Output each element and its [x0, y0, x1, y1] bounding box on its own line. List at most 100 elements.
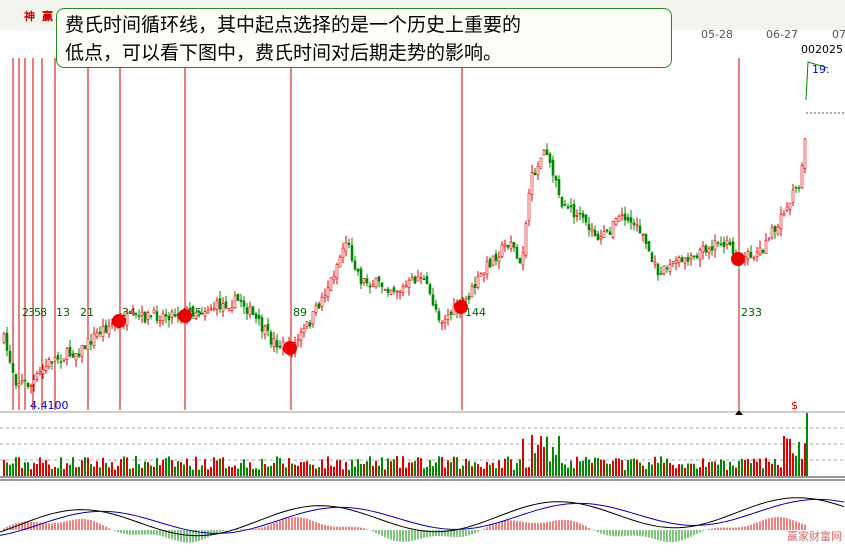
volume-bar [543, 446, 545, 476]
cycle-dot [283, 341, 297, 355]
volume-bar [693, 463, 695, 476]
candle-body [218, 297, 222, 310]
volume-bar [105, 463, 107, 476]
volume-bar [624, 469, 626, 476]
fib-label: 3 [28, 306, 35, 319]
candle-body [662, 265, 666, 275]
candle-body [680, 257, 684, 262]
candle-body [500, 244, 504, 257]
candle-body [62, 358, 66, 361]
candle-body [575, 215, 579, 217]
volume-bar [765, 457, 767, 476]
volume-bar [327, 456, 329, 476]
volume-bar [516, 463, 518, 476]
cycle-dot [454, 300, 468, 314]
volume-bar [510, 459, 512, 476]
candle-body [668, 264, 672, 272]
volume-bar [90, 464, 92, 476]
candle-body [497, 256, 501, 262]
candle-body [86, 338, 90, 350]
volume-bar [165, 458, 167, 476]
volume-bar [96, 461, 98, 476]
candle-body [542, 150, 546, 156]
volume-bar [471, 466, 473, 476]
volume-bar [285, 467, 287, 476]
candle-body [710, 246, 714, 251]
candle-body [68, 346, 72, 357]
volume-bar [648, 462, 650, 476]
candle-body [314, 304, 318, 313]
volume-bar [201, 465, 203, 476]
volume-bar [777, 464, 779, 476]
volume-bar [729, 461, 731, 476]
volume-bar [705, 467, 707, 476]
candle-body [326, 287, 330, 298]
volume-bar [795, 455, 797, 476]
candle-body [485, 261, 489, 275]
volume-bar [501, 467, 503, 476]
volume-bar [9, 464, 11, 476]
volume-bar [441, 457, 443, 476]
volume-bar [57, 468, 59, 476]
candle-body [797, 187, 801, 189]
candle-body [137, 315, 141, 318]
candle-body [560, 196, 564, 207]
candle-body [164, 314, 168, 317]
candle-body [512, 241, 516, 248]
candle-body [143, 311, 147, 323]
volume-bar [738, 461, 740, 476]
volume-bar [123, 456, 125, 476]
volume-bar [627, 459, 629, 476]
candle-body [506, 244, 510, 248]
volume-bar [687, 463, 689, 476]
candle-body [362, 278, 366, 284]
volume-bar [603, 459, 605, 476]
candle-body [584, 214, 588, 223]
candle-body [764, 240, 768, 254]
volume-bar [63, 468, 65, 476]
volume-bar [18, 457, 20, 476]
volume-bar [102, 457, 104, 476]
volume-bar [750, 463, 752, 476]
volume-bar [549, 461, 551, 476]
volume-bar [231, 467, 233, 476]
candle-body [656, 263, 660, 276]
volume-bar [159, 465, 161, 476]
annotation-line: 低点，可以看下图中，费氏时间对后期走势的影响。 [65, 42, 503, 64]
candle-body [56, 355, 60, 360]
toolbar-item[interactable]: 赢 [42, 9, 53, 23]
volume-bar [192, 469, 194, 476]
candle-body [209, 308, 213, 311]
volume-bar [714, 461, 716, 476]
volume-bar [786, 438, 788, 476]
candle-body [752, 257, 756, 260]
volume-bar [507, 456, 509, 476]
candle-body [92, 333, 96, 347]
volume-bar [429, 459, 431, 476]
volume-bar [405, 467, 407, 476]
volume-bar [372, 465, 374, 476]
candle-body [605, 229, 609, 232]
volume-bar [762, 468, 764, 476]
volume-bar [618, 458, 620, 476]
candle-body [374, 277, 378, 288]
candle-body [350, 245, 354, 261]
candle-body [32, 379, 36, 385]
volume-bar [228, 466, 230, 476]
candle-body [650, 252, 654, 263]
candle-body [215, 300, 219, 310]
candle-body [101, 326, 105, 338]
toolbar-item[interactable]: 神 [24, 9, 35, 23]
candle-body [65, 348, 69, 360]
candle-body [269, 331, 273, 345]
candle-body [14, 374, 18, 386]
candle-body [611, 221, 615, 238]
volume-bar [111, 462, 113, 476]
volume-bar [357, 459, 359, 476]
volume-bar [561, 462, 563, 476]
volume-bar [621, 460, 623, 476]
candle-body [377, 276, 381, 282]
low-label: 4.4100 [30, 399, 69, 412]
volume-bar [645, 469, 647, 476]
